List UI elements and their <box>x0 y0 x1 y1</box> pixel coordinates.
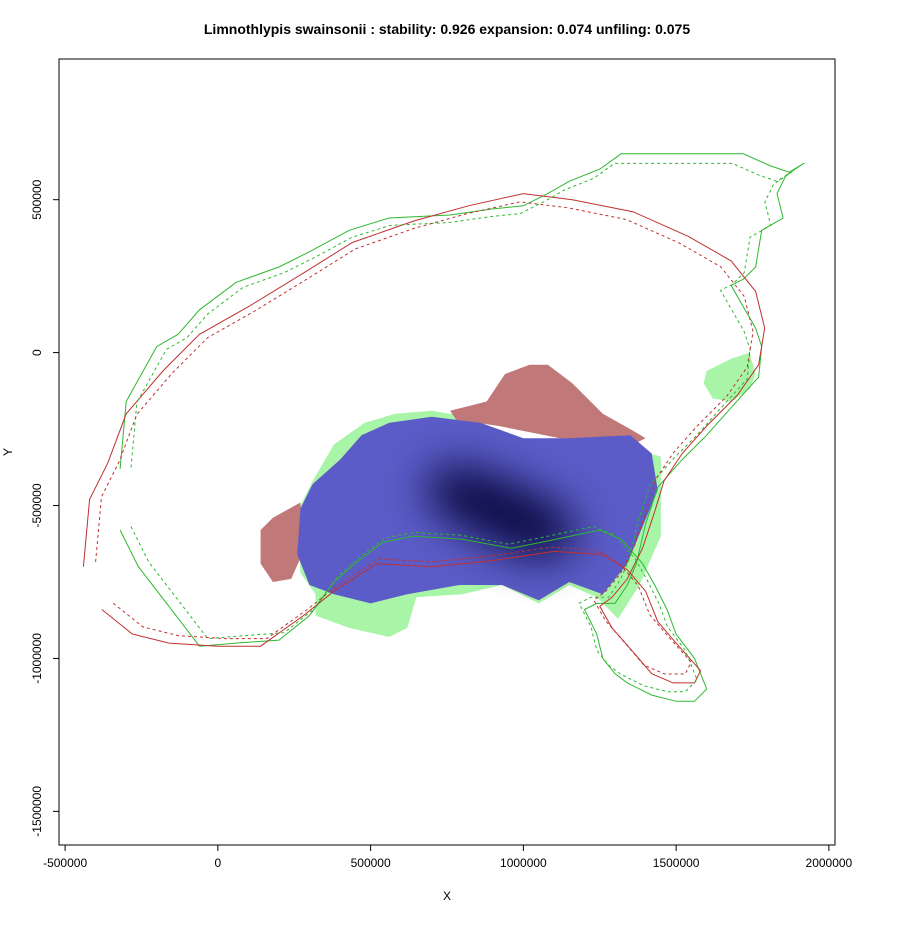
green-outline-dashed <box>130 162 792 693</box>
expansion-red-region-west <box>260 502 304 582</box>
y-axis: -1500000 -1000000 -500000 0 500000 <box>30 179 59 837</box>
expansion-red-region <box>450 364 646 448</box>
plot-layer <box>82 153 805 702</box>
green-outline-solid <box>119 153 805 702</box>
y-tick-label: 0 <box>30 349 44 356</box>
x-tick-label: 1500000 <box>653 856 700 870</box>
red-outline-solid <box>82 193 766 684</box>
x-tick-label: 500000 <box>351 856 391 870</box>
y-tick-label: -1000000 <box>30 633 44 684</box>
y-tick-label: 500000 <box>30 179 44 219</box>
expansion-green-patch-east <box>703 352 756 402</box>
x-tick-label: 2000000 <box>806 856 853 870</box>
x-tick-label: 0 <box>215 856 222 870</box>
y-tick-label: -500000 <box>30 483 44 527</box>
x-tick-label: -500000 <box>43 856 87 870</box>
y-tick-label: -1500000 <box>30 786 44 837</box>
stability-core <box>425 465 579 561</box>
x-axis-title: X <box>443 889 451 903</box>
chart-title: Limnothlypis swainsonii : stability: 0.9… <box>204 21 690 37</box>
plot-frame <box>58 58 836 846</box>
map-layer <box>82 153 805 702</box>
y-axis-title: Y <box>1 448 15 456</box>
x-tick-label: 1000000 <box>500 856 547 870</box>
x-axis: -500000 0 500000 1000000 1500000 2000000 <box>43 845 853 870</box>
